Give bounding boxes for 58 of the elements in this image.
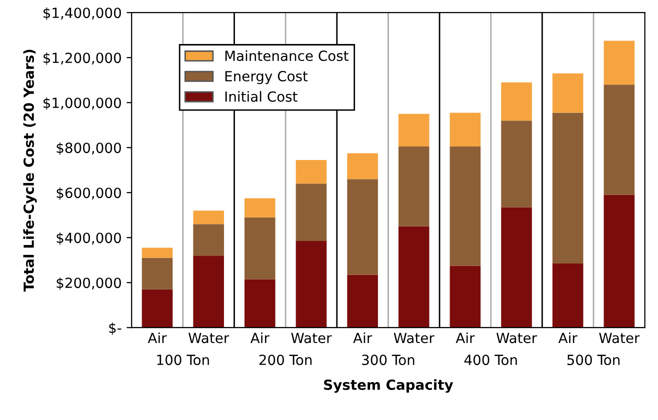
x-tick-label: Air (148, 332, 167, 344)
y-tick-label: $800,000 (56, 142, 121, 155)
text: 100 Ton (157, 354, 209, 366)
x-axis-title: System Capacity (324, 379, 454, 393)
bar (398, 114, 430, 146)
legend-label: Initial Cost (225, 91, 298, 102)
text: 200 Ton (259, 354, 312, 366)
bar (296, 160, 327, 184)
bar (604, 84, 635, 195)
text: 500 Ton (567, 354, 620, 366)
x-tick-label: Water (291, 332, 332, 344)
x-tick-label: Water (599, 332, 640, 344)
x-tick-label: Water (496, 332, 538, 344)
x-tick-label: Water (394, 332, 434, 344)
bar (142, 258, 173, 290)
bar (552, 112, 584, 264)
text: 400 Ton (464, 354, 517, 366)
y-tick-label: $400,000 (56, 232, 121, 245)
bar (244, 279, 276, 328)
y-tick-label: $1,000,000 (44, 97, 121, 110)
bar (244, 198, 276, 218)
bar (244, 217, 276, 280)
bar (193, 224, 224, 256)
x-tick-label: Air (250, 332, 270, 344)
legend-label: Maintenance Cost (225, 50, 348, 62)
bar (193, 210, 224, 224)
y-axis-title: Total Life-Cycle Cost (20 Years) (23, 50, 37, 292)
bar (398, 226, 430, 328)
bar (501, 207, 532, 328)
legend-label: Energy Cost (225, 70, 308, 84)
bar (347, 179, 378, 275)
bar (501, 120, 532, 208)
bar (604, 194, 635, 328)
bar (450, 266, 481, 328)
y-tick-label: $600,000 (56, 187, 121, 200)
bar (347, 153, 378, 180)
y-tick-label: $200,000 (56, 277, 121, 290)
x-tick-label: Air (353, 332, 372, 344)
x-tick-label: Air (558, 332, 578, 344)
bar (450, 146, 481, 266)
bar (398, 146, 430, 226)
bar (142, 248, 173, 258)
bar (296, 240, 327, 328)
bar (347, 274, 378, 328)
bar (501, 82, 532, 121)
bar (193, 256, 224, 328)
text: 300 Ton (362, 354, 414, 366)
y-tick-label: $1,400,000 (44, 7, 121, 20)
bar (142, 289, 173, 328)
y-tick-label: $1,200,000 (44, 52, 121, 65)
bar (296, 184, 327, 241)
y-tick-label: $- (109, 322, 122, 335)
bar (450, 112, 481, 146)
x-tick-label: Water (188, 332, 230, 344)
bar (552, 73, 584, 113)
bar (604, 40, 635, 85)
bar (552, 263, 584, 328)
x-tick-label: Air (456, 332, 475, 344)
